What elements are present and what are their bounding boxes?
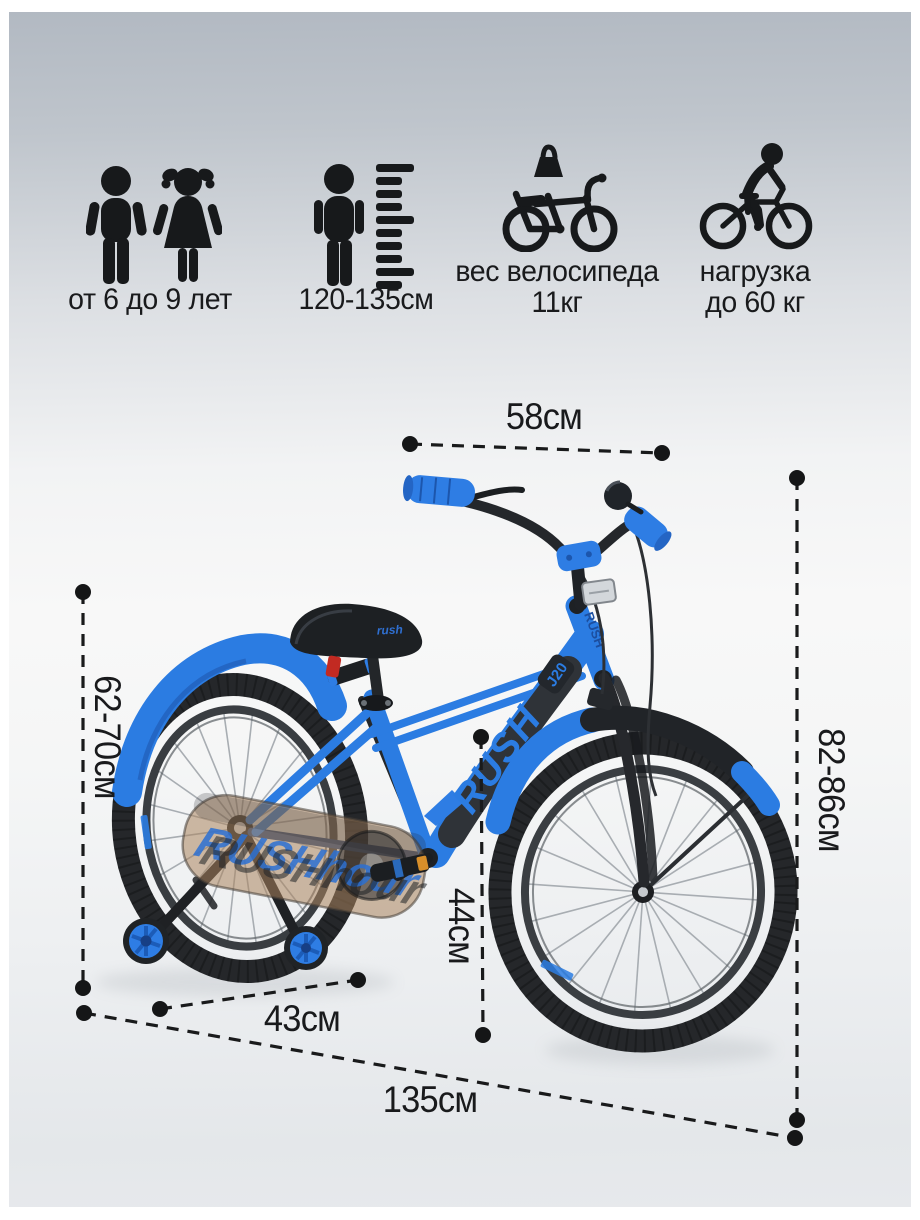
saddle-assembly: rush xyxy=(290,603,423,711)
brake-lever xyxy=(467,486,525,501)
stem-clamp xyxy=(556,540,602,572)
training-wheel-left xyxy=(123,918,169,964)
dimension-dots xyxy=(75,436,805,1146)
dim-label-frame-height: 44см xyxy=(441,887,482,965)
front-reflector xyxy=(581,578,617,606)
dim-label-handlebar-height: 82-86см xyxy=(811,728,852,852)
ground-shadow xyxy=(95,967,775,1065)
near-pedal xyxy=(370,854,430,882)
bell xyxy=(604,480,644,515)
dimension-lines xyxy=(81,442,799,1140)
dim-label-overall-length: 135см xyxy=(382,1079,478,1120)
rider-load-icon xyxy=(699,143,813,250)
front-wheel xyxy=(488,731,798,1053)
height-caption: 120-135см xyxy=(298,283,434,316)
front-fender xyxy=(485,705,780,886)
bike-weight-icon xyxy=(502,144,618,252)
saddle-logo-text: rush xyxy=(376,622,403,637)
weight-caption: вес велосипеда 11кг xyxy=(455,255,659,319)
saddle xyxy=(290,603,423,659)
children-icon xyxy=(86,166,222,284)
training-wheel-right xyxy=(284,926,328,970)
height-ruler-icon xyxy=(314,164,414,289)
saddle-reflector xyxy=(325,655,342,678)
front-brake xyxy=(587,687,615,711)
dim-label-saddle-height: 62-70см xyxy=(87,675,128,799)
dim-label-handlebar-width: 58см xyxy=(505,396,583,437)
load-caption: нагрузка до 60 кг xyxy=(699,255,811,319)
handlebar-assembly xyxy=(403,475,672,797)
front-fork xyxy=(598,672,658,888)
rear-fender xyxy=(112,633,347,807)
age-caption: от 6 до 9 лет xyxy=(68,283,232,316)
dim-label-track-width: 43см xyxy=(263,998,341,1039)
chain-guard: RUSHhour RUSHhour xyxy=(181,792,434,919)
right-grip xyxy=(624,506,672,551)
left-grip xyxy=(403,475,476,507)
